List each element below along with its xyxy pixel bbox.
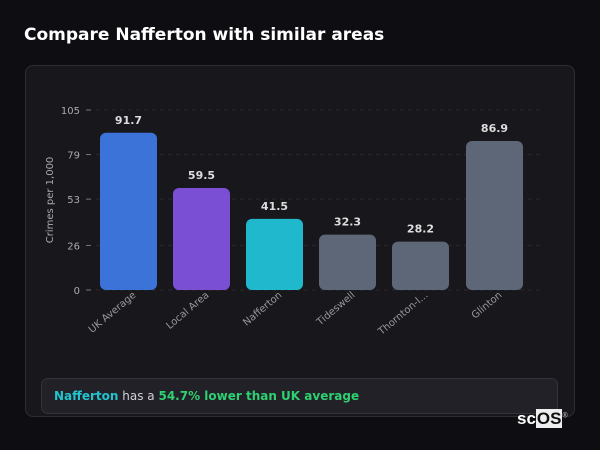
- y-tick-label: 26: [67, 241, 80, 252]
- x-tick-label: Nafferton: [241, 290, 284, 329]
- x-tick-label: Local Area: [164, 290, 211, 332]
- data-label: 32.3: [334, 216, 361, 229]
- x-tick-label: Thornton-l...: [376, 290, 431, 338]
- summary-text: has a: [118, 389, 159, 403]
- y-tick-label: 105: [61, 106, 80, 117]
- scos-logo: scOS®: [517, 409, 568, 428]
- comparison-value: 54.7% lower than UK average: [158, 389, 360, 403]
- page-title: Compare Nafferton with similar areas: [24, 25, 385, 45]
- x-tick-label: Tideswell: [314, 290, 357, 329]
- y-axis-label: Crimes per 1,000: [45, 157, 56, 244]
- y-tick-label: 79: [67, 151, 80, 162]
- data-label: 91.7: [115, 114, 142, 127]
- data-label: 41.5: [261, 200, 288, 213]
- area-name: Nafferton: [54, 389, 119, 403]
- x-tick-label: Glinton: [470, 290, 505, 322]
- comparison-summary: Nafferton has a 54.7% lower than UK aver…: [41, 378, 558, 414]
- data-label: 28.2: [407, 223, 434, 236]
- bar-local-area: [173, 188, 230, 290]
- bar-thornton-l-: [392, 241, 449, 290]
- y-tick-label: 0: [74, 286, 80, 297]
- bar-uk-average: [100, 132, 157, 290]
- data-label: 59.5: [188, 169, 215, 182]
- bar-nafferton: [246, 218, 303, 290]
- x-tick-label: UK Average: [87, 290, 139, 336]
- bar-glinton: [466, 141, 523, 290]
- y-tick-label: 53: [67, 195, 80, 206]
- data-label: 86.9: [481, 122, 508, 135]
- bar-tideswell: [319, 234, 376, 290]
